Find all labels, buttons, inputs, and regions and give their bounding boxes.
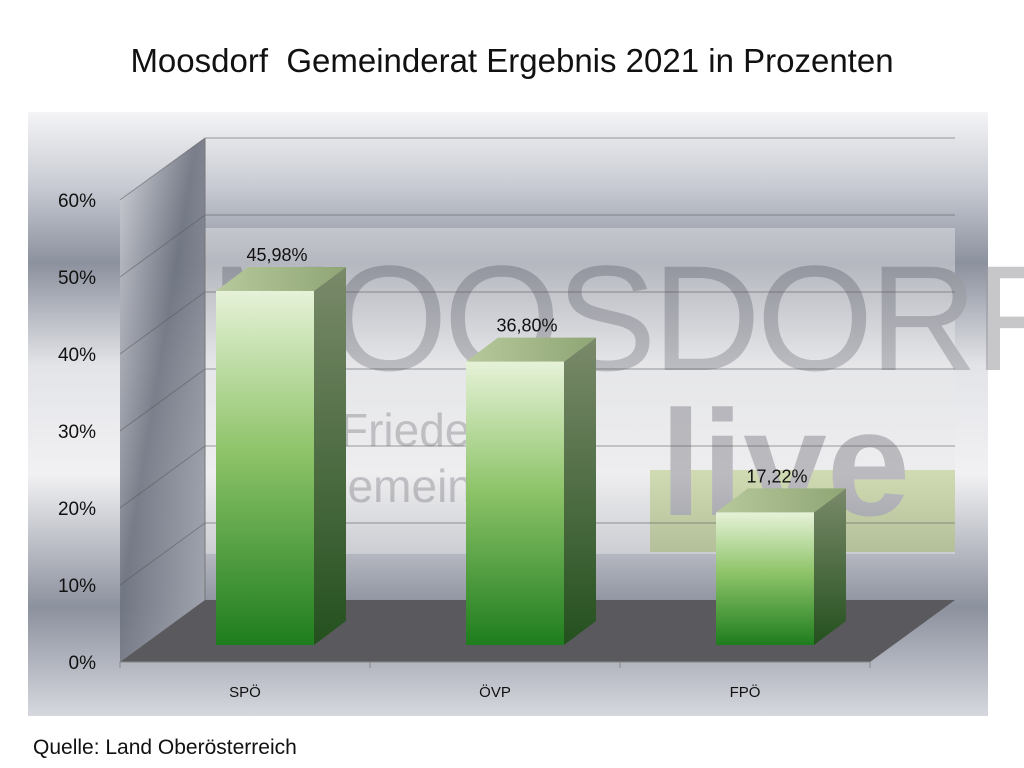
bar-side: [814, 488, 846, 645]
x-tick-label: SPÖ: [229, 683, 261, 701]
y-tick-label: 20%: [58, 499, 96, 520]
bar-side: [314, 266, 346, 645]
bar-fpö: 17,22%: [716, 466, 846, 645]
bars: 45,98% 36,80% 17,22%: [216, 245, 846, 645]
bar-front: [466, 361, 564, 645]
source-note: Quelle: Land Oberösterreich: [33, 736, 297, 759]
bar-övp: 36,80%: [466, 316, 596, 645]
bar-top: [216, 266, 346, 291]
x-axis-ticks: [119, 662, 871, 668]
bar-spö: 45,98%: [216, 245, 346, 645]
chart-title: Moosdorf Gemeinderat Ergebnis 2021 in Pr…: [130, 42, 894, 79]
bar-top: [716, 488, 846, 513]
bar-side: [564, 337, 596, 645]
gridline-side: [119, 137, 206, 201]
data-label: 17,22%: [746, 466, 807, 486]
y-tick-label: 10%: [58, 576, 96, 597]
bar-front: [716, 512, 814, 645]
y-tick-label: 60%: [58, 191, 96, 212]
gridline-side: [119, 445, 206, 509]
bar-top: [466, 337, 596, 362]
y-tick-label: 50%: [58, 268, 96, 289]
gridline-side: [119, 522, 206, 586]
y-tick-label: 40%: [58, 345, 96, 366]
y-tick-label: 30%: [58, 422, 96, 443]
gridline-side: [119, 291, 206, 355]
gridline-side: [119, 368, 206, 432]
x-tick-label: FPÖ: [730, 683, 761, 701]
gridline-side: [119, 214, 206, 278]
y-axis: 0% 10% 20% 30% 40% 50% 60%: [58, 191, 96, 674]
x-axis: SPÖ ÖVP FPÖ: [229, 683, 760, 701]
y-tick-label: 0%: [69, 653, 97, 674]
data-label: 36,80%: [496, 316, 557, 336]
x-tick-label: ÖVP: [479, 683, 511, 701]
bar-front: [216, 290, 314, 645]
data-label: 45,98%: [246, 245, 307, 265]
